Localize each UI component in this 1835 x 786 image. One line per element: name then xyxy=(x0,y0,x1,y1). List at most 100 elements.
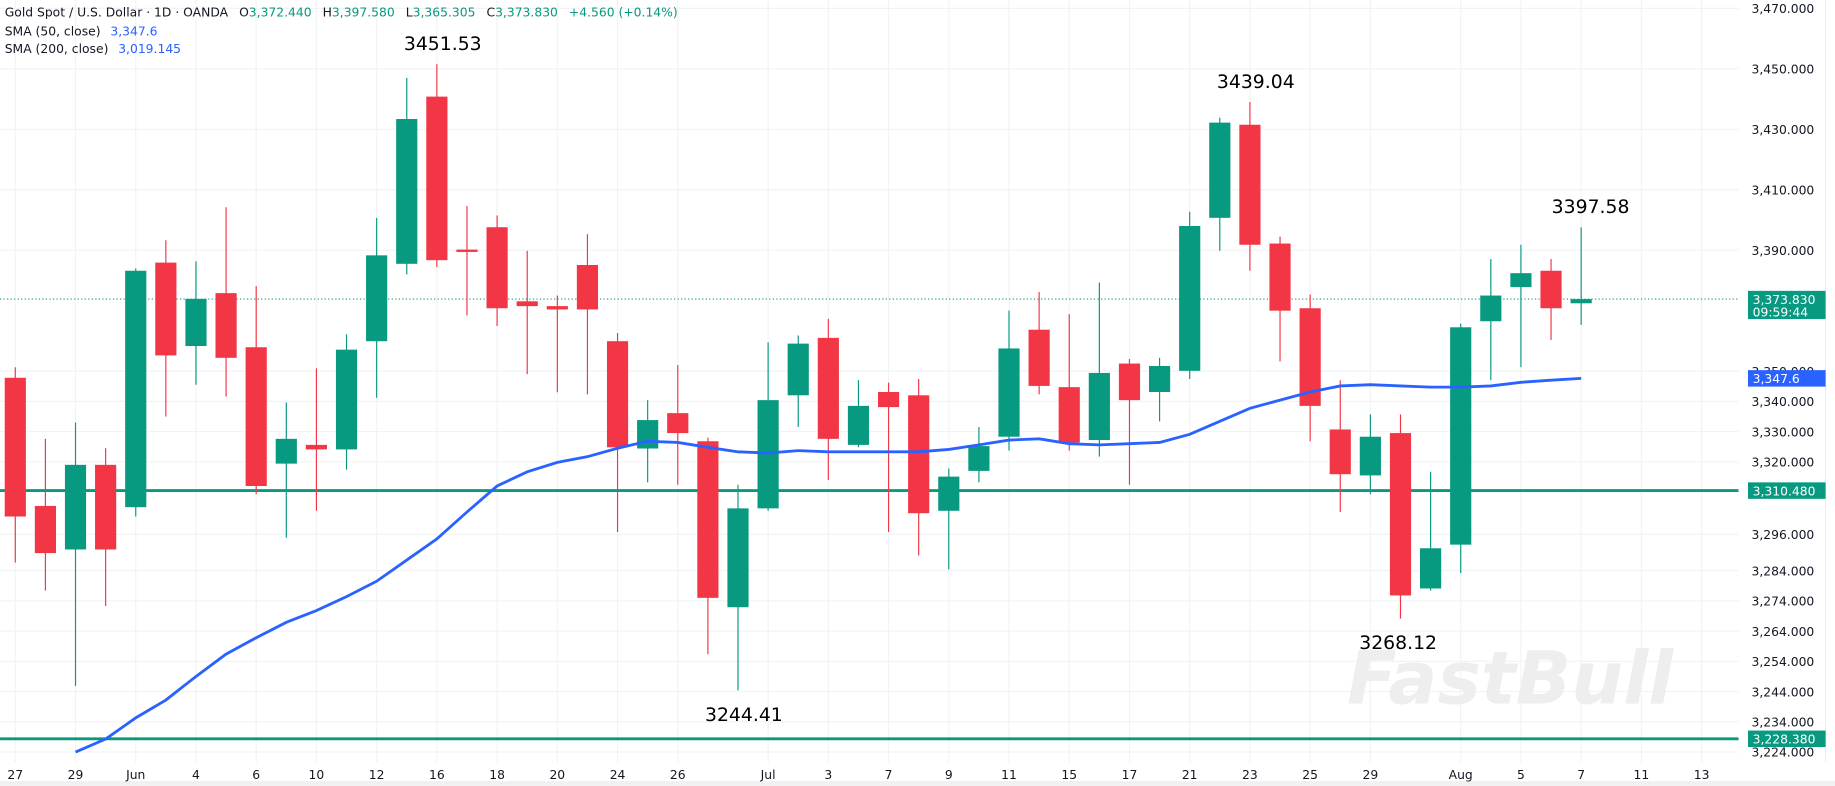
candle xyxy=(1239,101,1261,271)
sma50-tag-text: 3,347.6 xyxy=(1753,372,1800,386)
x-tick-label: 11 xyxy=(1001,768,1017,782)
candle-body xyxy=(606,341,629,448)
x-tick-label: 29 xyxy=(1363,768,1379,782)
last-price-tag-text: 3,373.830 xyxy=(1753,293,1816,307)
candle-body xyxy=(125,270,147,508)
candle-body xyxy=(938,476,960,511)
candle-body xyxy=(335,349,358,450)
time-axis[interactable] xyxy=(0,762,1835,786)
candle-body xyxy=(1540,270,1562,309)
candles xyxy=(4,64,1592,691)
x-tick-label: 3 xyxy=(824,768,832,782)
y-tick-label: 3,450.000 xyxy=(1751,63,1814,77)
y-tick-label: 3,340.000 xyxy=(1751,395,1814,409)
level-2-tag-bg xyxy=(1747,730,1826,748)
candle-body xyxy=(64,464,87,550)
sma50-line[interactable] xyxy=(74,376,1582,754)
candle-body xyxy=(1269,243,1291,311)
candle xyxy=(1329,380,1351,512)
candle xyxy=(847,380,870,448)
y-tick-label: 3,430.000 xyxy=(1751,123,1814,137)
y-tick-label: 3,244.000 xyxy=(1751,685,1814,699)
candle-body xyxy=(847,405,870,445)
candle xyxy=(546,295,568,393)
candle-body xyxy=(185,298,207,347)
y-tick-label: 3,410.000 xyxy=(1751,183,1814,197)
candle xyxy=(155,240,177,417)
candle xyxy=(1540,258,1562,340)
last-price-tag-bg xyxy=(1747,290,1826,320)
x-tick-label: 23 xyxy=(1242,768,1258,782)
y-tick-label: 3,254.000 xyxy=(1751,655,1814,669)
candle xyxy=(1269,236,1291,362)
x-tick-label: 24 xyxy=(610,768,626,782)
x-tick-label: 27 xyxy=(7,768,23,782)
candle-body xyxy=(1088,372,1110,441)
candle-body xyxy=(576,265,599,310)
legend-row-sma50: SMA (50, close) 3,347.6 xyxy=(5,24,158,38)
candle xyxy=(1450,323,1472,574)
candle xyxy=(606,333,629,532)
candle-body xyxy=(546,306,568,310)
candle xyxy=(516,250,538,375)
price-annotation: 3397.58 xyxy=(1552,197,1630,218)
y-tick-label: 3,234.000 xyxy=(1751,715,1814,729)
x-tick-label: 6 xyxy=(252,768,260,782)
last-price-tag-text: 09:59:44 xyxy=(1753,306,1809,320)
candle-body xyxy=(456,249,478,252)
x-tick-label: 13 xyxy=(1694,768,1710,782)
candle-body xyxy=(1058,387,1080,443)
candle-body xyxy=(998,348,1020,437)
candle-body xyxy=(1510,273,1532,288)
y-tick-label: 3,296.000 xyxy=(1751,528,1814,542)
candle-body xyxy=(516,301,538,307)
candle xyxy=(1389,414,1412,619)
candle-body xyxy=(95,464,117,550)
candle xyxy=(1299,294,1321,442)
x-tick-label: 10 xyxy=(309,768,325,782)
x-tick-label: 18 xyxy=(489,768,505,782)
legend-low: 3,365.305 xyxy=(413,6,476,20)
x-tick-label: 7 xyxy=(1577,768,1585,782)
candle-body xyxy=(1570,299,1592,304)
x-tick-label: 12 xyxy=(369,768,385,782)
horizontal-levels[interactable] xyxy=(0,489,1739,741)
candle-body xyxy=(877,391,900,408)
legend-open: 3,372.440 xyxy=(249,6,312,20)
candle xyxy=(245,286,267,495)
candle-body xyxy=(1420,548,1442,589)
level-2-tag-text: 3,228.380 xyxy=(1753,732,1816,746)
candle-body xyxy=(4,377,26,517)
y-tick-label: 3,264.000 xyxy=(1751,625,1814,639)
candle xyxy=(1359,414,1381,495)
candle-body xyxy=(787,343,809,396)
candle xyxy=(908,378,930,556)
candle xyxy=(938,468,960,570)
x-tick-label: 7 xyxy=(885,768,893,782)
candle-body xyxy=(486,227,508,309)
y-tick-label: 3,320.000 xyxy=(1751,456,1814,470)
y-axis-ticks: 3,470.000 3,450.000 3,430.000 3,410.000 3,39… xyxy=(1751,2,1814,760)
candle-body xyxy=(1389,433,1412,596)
candle xyxy=(396,77,418,275)
candle xyxy=(95,448,117,607)
x-tick-label: Jul xyxy=(760,768,776,782)
candle-body xyxy=(275,438,297,464)
x-tick-label: 29 xyxy=(68,768,84,782)
candle xyxy=(1570,227,1592,325)
candle-body xyxy=(1359,436,1381,476)
candle xyxy=(697,437,719,655)
candle xyxy=(125,268,147,517)
x-tick-label: 4 xyxy=(192,768,200,782)
candle xyxy=(1179,211,1201,379)
candle xyxy=(34,438,56,591)
candle xyxy=(275,402,297,538)
candle xyxy=(727,484,749,691)
y-tick-label: 3,390.000 xyxy=(1751,244,1814,258)
x-tick-label: 5 xyxy=(1517,768,1525,782)
x-tick-label: 26 xyxy=(670,768,686,782)
candle-body xyxy=(1179,226,1201,371)
candle xyxy=(1209,117,1231,251)
